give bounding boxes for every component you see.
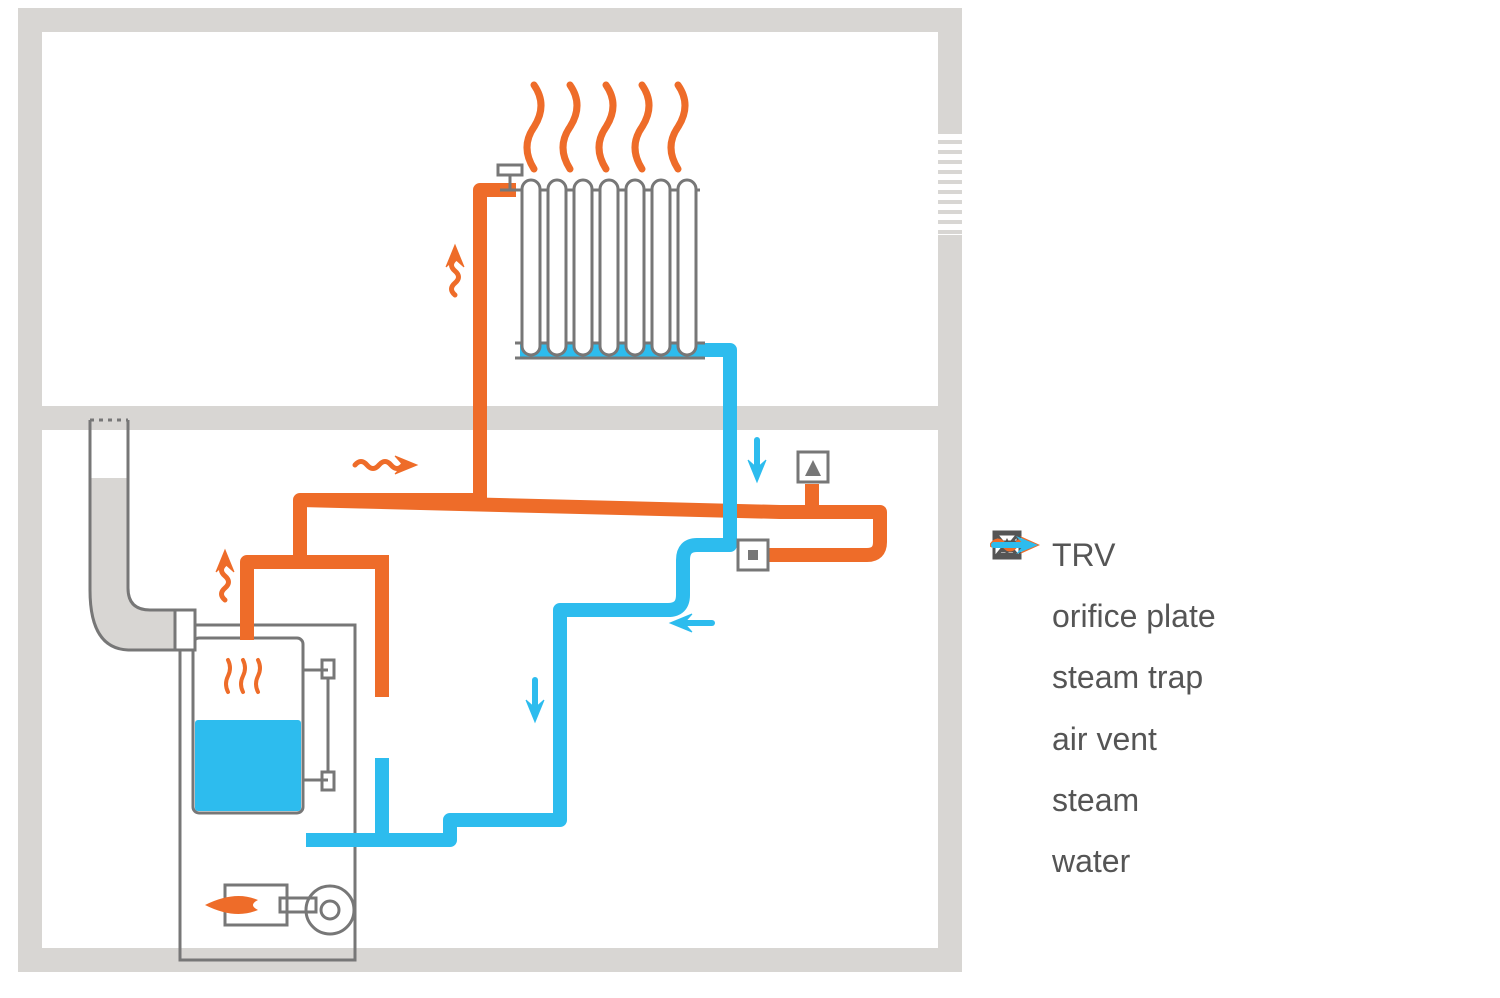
legend-row-steam: steam (990, 775, 1216, 826)
legend-label: orifice plate (1052, 591, 1216, 642)
legend-row-air-vent: air vent (990, 714, 1216, 765)
air-vent-icon (990, 719, 1040, 759)
boiler (175, 610, 355, 960)
legend-row-orifice: orifice plate (990, 591, 1216, 642)
legend-row-water: water (990, 836, 1216, 887)
heating-system-diagram (0, 0, 1500, 998)
legend-label: steam (1052, 775, 1139, 826)
steam-arrow-icon (990, 780, 1040, 820)
legend-label: steam trap (1052, 652, 1203, 703)
burner (205, 885, 354, 934)
diagram-container: TRV orifice plate steam trap (0, 0, 1500, 998)
legend: TRV orifice plate steam trap (990, 530, 1216, 897)
orifice-plate-icon (990, 597, 1040, 637)
steam-trap (738, 540, 768, 570)
radiator (498, 165, 705, 358)
steam-trap-icon (990, 658, 1040, 698)
air-vent (798, 452, 828, 482)
legend-label: TRV (1052, 530, 1115, 581)
chimney (90, 420, 175, 650)
legend-label: air vent (1052, 714, 1157, 765)
legend-row-steam-trap: steam trap (990, 652, 1216, 703)
legend-label: water (1052, 836, 1130, 887)
heat-waves (527, 85, 685, 169)
water-arrow-icon (990, 842, 1040, 882)
